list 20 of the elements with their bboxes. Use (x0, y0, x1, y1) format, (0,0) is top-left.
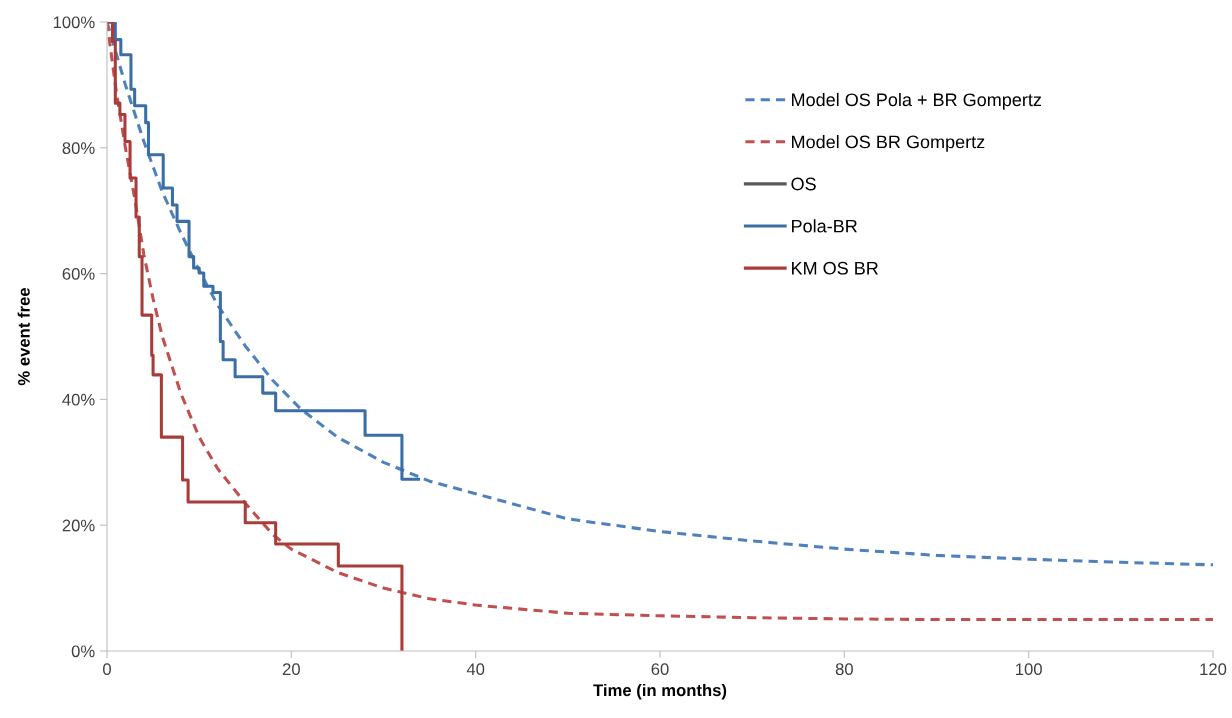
y-tick-label: 80% (62, 142, 95, 154)
y-tick-label: 20% (62, 519, 95, 532)
x-tick-label: 60 (651, 663, 669, 676)
y-tick-label: 0% (71, 645, 95, 658)
x-tick-label: 40 (466, 663, 485, 676)
x-tick-label: 120 (1200, 663, 1227, 676)
y-tick-label: 40% (62, 393, 95, 406)
x-axis-title: Time (in months) (593, 683, 727, 700)
legend-label: Model OS BR Gompertz (792, 135, 985, 152)
x-tick-label: 20 (282, 663, 300, 676)
y-tick-label: 60% (62, 268, 95, 280)
y-tick-label: 100% (53, 16, 95, 29)
y-axis-title: % event free (17, 287, 30, 386)
legend-label: OS (791, 177, 816, 191)
legend-label: Model OS Pola + BR Gompertz (792, 92, 1042, 110)
x-tick-label: 80 (835, 663, 853, 676)
legend-label: KM OS BR (792, 261, 878, 275)
legend-label: Pola-BR (792, 219, 857, 233)
x-tick-label: 0 (103, 663, 111, 676)
x-tick-label: 100 (1016, 663, 1042, 676)
